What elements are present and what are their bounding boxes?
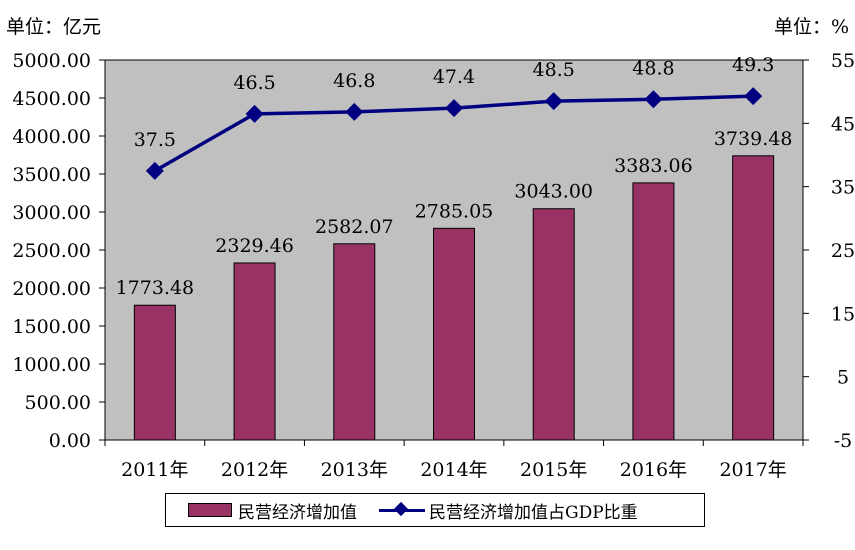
x-axis-tick-label: 2015年 (520, 459, 587, 481)
bar-data-label: 2582.07 (315, 216, 394, 238)
left-axis-unit-label: 单位：亿元 (6, 16, 102, 38)
legend-bar-label: 民营经济增加值 (238, 502, 357, 523)
line-point (544, 92, 563, 111)
line-data-label: 46.5 (233, 72, 275, 94)
x-axis-tick-label: 2014年 (420, 459, 487, 481)
x-axis-tick-label: 2013年 (321, 459, 388, 481)
left-axis-tick-label: 2000.00 (12, 278, 91, 300)
line-data-label: 48.5 (533, 59, 575, 81)
legend-bar-swatch (188, 503, 232, 517)
line-data-label: 48.8 (632, 57, 674, 79)
x-axis-tick-label: 2017年 (719, 459, 786, 481)
left-axis-tick-label: 3000.00 (12, 202, 91, 224)
x-axis-tick-label: 2012年 (221, 459, 288, 481)
right-axis-unit-label: 单位：% (773, 16, 849, 38)
bar-data-label: 1773.48 (116, 277, 195, 299)
bar (732, 155, 775, 441)
bar-data-label: 3739.48 (714, 128, 793, 150)
left-axis-tick-label: 0.00 (49, 430, 91, 452)
bar (532, 208, 575, 441)
line-point (644, 90, 663, 109)
left-axis-tick-label: 3500.00 (12, 164, 91, 186)
legend-line-swatch (379, 501, 425, 517)
legend-item-line: 民营经济增加值占GDP比重 (357, 498, 638, 523)
line-data-label: 46.8 (333, 70, 375, 92)
line-data-label: 47.4 (433, 66, 475, 88)
bar (632, 182, 675, 441)
bar (333, 243, 376, 441)
right-axis-tick-label: 15 (831, 303, 855, 325)
legend-line-label: 民营经济增加值占GDP比重 (429, 502, 638, 523)
bar-data-label: 3043.00 (514, 181, 593, 203)
left-axis-tick-label: 4500.00 (12, 88, 91, 110)
line-data-label: 49.3 (732, 54, 774, 76)
line-point (445, 99, 463, 118)
legend-item-bar: 民营经济增加值 (166, 498, 357, 523)
right-axis-tick-label: -5 (834, 430, 853, 452)
left-axis-tick-label: 4000.00 (12, 126, 91, 148)
bar-data-label: 3383.06 (614, 155, 693, 177)
line-point (145, 161, 164, 180)
line-point (744, 87, 763, 106)
left-axis-tick-label: 1000.00 (12, 354, 91, 376)
right-axis-tick-label: 5 (837, 367, 849, 389)
left-axis-tick-label: 500.00 (25, 392, 91, 414)
right-axis-tick-label: 45 (831, 113, 855, 135)
bar (133, 304, 176, 441)
left-axis-tick-label: 2500.00 (12, 240, 91, 262)
right-axis-tick-label: 55 (831, 50, 855, 72)
line-point (345, 102, 364, 121)
bar-data-label: 2329.46 (215, 235, 294, 257)
line-data-label: 37.5 (134, 129, 176, 151)
x-axis-tick-label: 2016年 (620, 459, 687, 481)
bar (433, 227, 475, 441)
x-axis-tick-label: 2011年 (121, 459, 188, 481)
left-axis-tick-label: 1500.00 (12, 316, 91, 338)
chart-legend: 民营经济增加值 民营经济增加值占GDP比重 (165, 493, 705, 527)
combo-chart: 0.00 500.00 1000.00 1500.00 2000.00 2500.00 30… (12, 50, 855, 481)
line-point (245, 104, 264, 123)
right-axis-tick-label: 25 (831, 240, 855, 262)
right-axis-tick-label: 35 (831, 177, 855, 199)
bar-data-label: 2785.05 (415, 200, 494, 222)
bar (233, 262, 276, 441)
left-axis-tick-label: 5000.00 (12, 50, 91, 72)
